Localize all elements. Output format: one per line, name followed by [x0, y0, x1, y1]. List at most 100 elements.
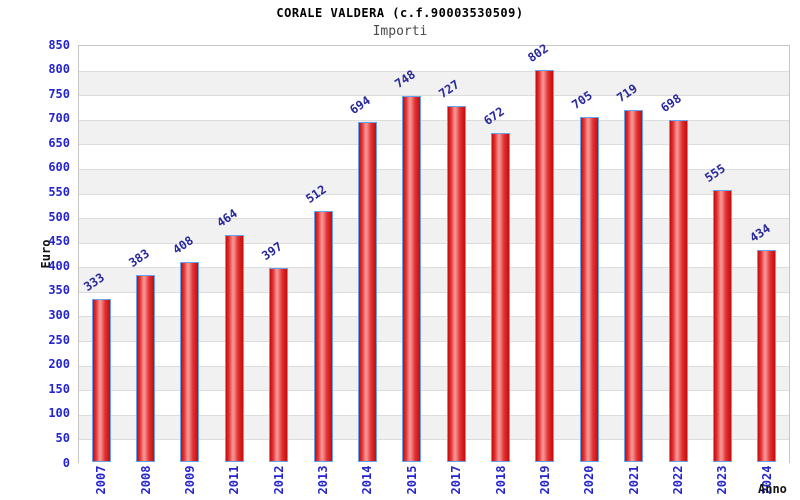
y-tick-label: 300: [48, 307, 70, 322]
gridline: [79, 95, 789, 97]
background-band: [79, 46, 789, 71]
y-tick-label: 500: [48, 209, 70, 224]
gridline: [79, 390, 789, 392]
bar: [402, 95, 422, 462]
bar-slot: 397 2012: [257, 46, 301, 494]
y-tick-label: 350: [48, 283, 70, 298]
bar-slot: 694 2014: [345, 46, 389, 494]
x-tick-label: 2012: [271, 465, 286, 495]
gridline: [79, 119, 789, 121]
bar: [91, 299, 111, 462]
bar-slot: 719 2021: [612, 46, 656, 494]
bar-slot: 434 2024: [745, 46, 789, 494]
chart-title: CORALE VALDERA (c.f.90003530509): [276, 6, 524, 20]
x-tick-label: 2020: [582, 465, 597, 495]
bar-slot: 555 2023: [700, 46, 744, 494]
background-band: [79, 70, 789, 96]
x-tick-label: 2013: [316, 465, 331, 495]
y-tick-label: 200: [48, 357, 70, 372]
x-tick-label: 2018: [493, 465, 508, 495]
gridline: [79, 70, 789, 72]
plot-area: 333 2007 383 2008 408 2009 464 2011 397 2012 512 20…: [78, 41, 790, 494]
bar-value-label: 434: [746, 220, 773, 245]
bar-value-label: 333: [81, 270, 108, 295]
y-tick-label: 0: [62, 455, 70, 470]
bar: [313, 211, 333, 462]
bar-value-label: 748: [391, 67, 418, 91]
bar-value-label: 408: [170, 233, 196, 258]
bar: [224, 234, 244, 462]
gridline: [79, 439, 789, 441]
bar: [136, 274, 156, 462]
gridline: [79, 414, 789, 416]
bar-value-label: 383: [125, 245, 152, 270]
y-tick-label: 600: [48, 160, 70, 175]
bar-slot: 464 2011: [212, 46, 256, 494]
y-tick-label: 700: [48, 111, 70, 126]
bar-slot: 705 2020: [567, 46, 611, 494]
bar-value-label: 719: [613, 81, 640, 106]
bar-value-label: 694: [347, 93, 374, 118]
y-tick-label: 850: [48, 37, 70, 52]
bar: [712, 190, 732, 462]
gridline: [79, 144, 789, 146]
y-tick-label: 650: [48, 135, 70, 150]
y-tick-label: 800: [48, 62, 70, 77]
bar: [624, 110, 644, 462]
gridline: [79, 291, 789, 293]
bar: [535, 69, 555, 462]
chart-subtitle: Importi: [372, 24, 428, 39]
x-tick-label: 2011: [227, 465, 242, 495]
bar-slot: 408 2009: [168, 46, 212, 494]
x-tick-label: 2015: [404, 465, 419, 495]
bar-value-label: 464: [214, 206, 241, 230]
x-tick-label: 2017: [449, 465, 464, 495]
y-tick-label: 100: [48, 406, 70, 421]
y-tick-label: 450: [48, 234, 70, 249]
gridline: [79, 218, 789, 220]
x-tick-label: 2019: [537, 465, 552, 495]
bar-slot: 333 2007: [79, 46, 123, 494]
y-tick-label: 400: [48, 258, 70, 273]
background-band: [79, 95, 789, 120]
y-tick-label: 750: [48, 86, 70, 101]
bar-value-label: 727: [436, 77, 463, 102]
bar: [180, 262, 200, 462]
bar-slot: 802 2019: [523, 41, 567, 494]
gridline: [79, 267, 789, 269]
bar-series: 333 2007 383 2008 408 2009 464 2011 397 2012 512 20…: [79, 41, 789, 494]
bar-value-label: 672: [480, 104, 507, 129]
bar: [446, 106, 466, 462]
gridline: [79, 242, 789, 244]
bar-value-label: 698: [658, 91, 685, 116]
gridline: [79, 316, 789, 318]
x-tick-label: 2022: [671, 465, 686, 495]
x-axis-label: Anno: [758, 482, 787, 496]
bar-slot: 383 2008: [123, 46, 167, 494]
bar-slot: 748 2015: [390, 46, 434, 494]
x-tick-label: 2009: [182, 465, 197, 495]
y-tick-label: 550: [48, 185, 70, 200]
y-tick-label: 250: [48, 332, 70, 347]
bar-value-label: 512: [303, 182, 330, 207]
gridline: [79, 365, 789, 367]
y-tick-label: 150: [48, 381, 70, 396]
bar-value-label: 397: [258, 238, 285, 263]
bar-slot: 727 2017: [434, 46, 478, 494]
x-tick-label: 2007: [94, 465, 109, 495]
x-tick-label: 2014: [360, 465, 375, 495]
x-tick-label: 2023: [715, 465, 730, 495]
x-tick-label: 2008: [138, 465, 153, 495]
bar: [668, 120, 688, 462]
bar-slot: 512 2013: [301, 46, 345, 494]
bar-slot: 698 2022: [656, 46, 700, 494]
bar: [491, 133, 511, 462]
bar: [357, 122, 377, 462]
gridline: [79, 168, 789, 170]
gridline: [79, 341, 789, 343]
bar-value-label: 705: [569, 88, 596, 112]
y-tick-label: 50: [55, 430, 70, 445]
bar-value-label: 802: [525, 40, 551, 65]
bar: [579, 116, 599, 462]
